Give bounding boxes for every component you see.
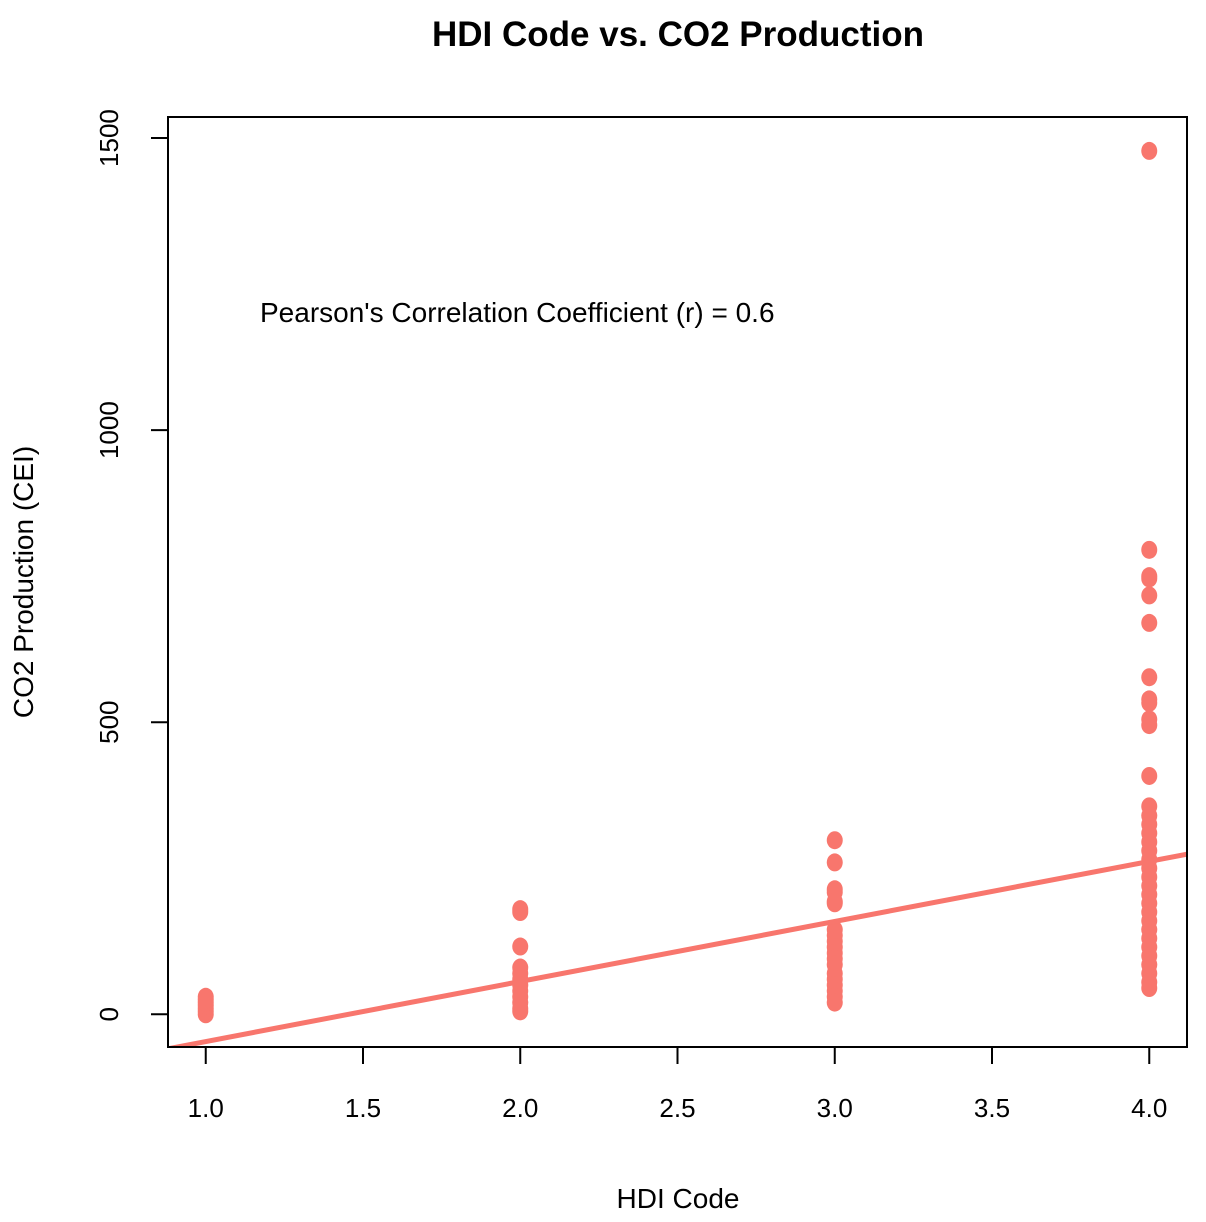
x-tick-label: 3.0 <box>817 1093 853 1123</box>
y-axis-label: CO2 Production (CEI) <box>8 446 39 718</box>
x-tick-label: 2.0 <box>502 1093 538 1123</box>
y-tick-label: 500 <box>94 701 124 744</box>
data-point <box>1141 569 1158 588</box>
data-point <box>826 894 843 913</box>
data-point <box>1141 716 1158 735</box>
data-point <box>826 831 843 850</box>
data-point <box>197 987 214 1006</box>
x-tick-label: 1.0 <box>188 1093 224 1123</box>
chart-title: HDI Code vs. CO2 Production <box>432 15 924 54</box>
data-point <box>1141 978 1158 997</box>
x-tick-label: 1.5 <box>345 1093 381 1123</box>
data-point <box>1141 141 1158 160</box>
data-point <box>826 993 843 1012</box>
x-axis-label: HDI Code <box>617 1183 740 1214</box>
data-point <box>1141 540 1158 559</box>
data-point <box>512 903 529 922</box>
data-point <box>512 937 529 956</box>
x-tick-label: 2.5 <box>659 1093 695 1123</box>
correlation-annotation: Pearson's Correlation Coefficient (r) = … <box>260 297 775 328</box>
data-point <box>1141 766 1158 785</box>
x-tick-label: 4.0 <box>1131 1093 1167 1123</box>
data-point <box>826 853 843 872</box>
y-tick-label: 1000 <box>94 401 124 459</box>
x-tick-label: 3.5 <box>974 1093 1010 1123</box>
y-tick-label: 0 <box>94 1007 124 1021</box>
y-tick-label: 1500 <box>94 109 124 167</box>
data-point <box>1141 613 1158 632</box>
data-point <box>1141 668 1158 687</box>
plot-frame <box>167 116 1188 1048</box>
data-point <box>1141 586 1158 605</box>
regression-line <box>168 851 1187 1047</box>
data-point <box>512 1002 529 1021</box>
data-point <box>1141 693 1158 712</box>
